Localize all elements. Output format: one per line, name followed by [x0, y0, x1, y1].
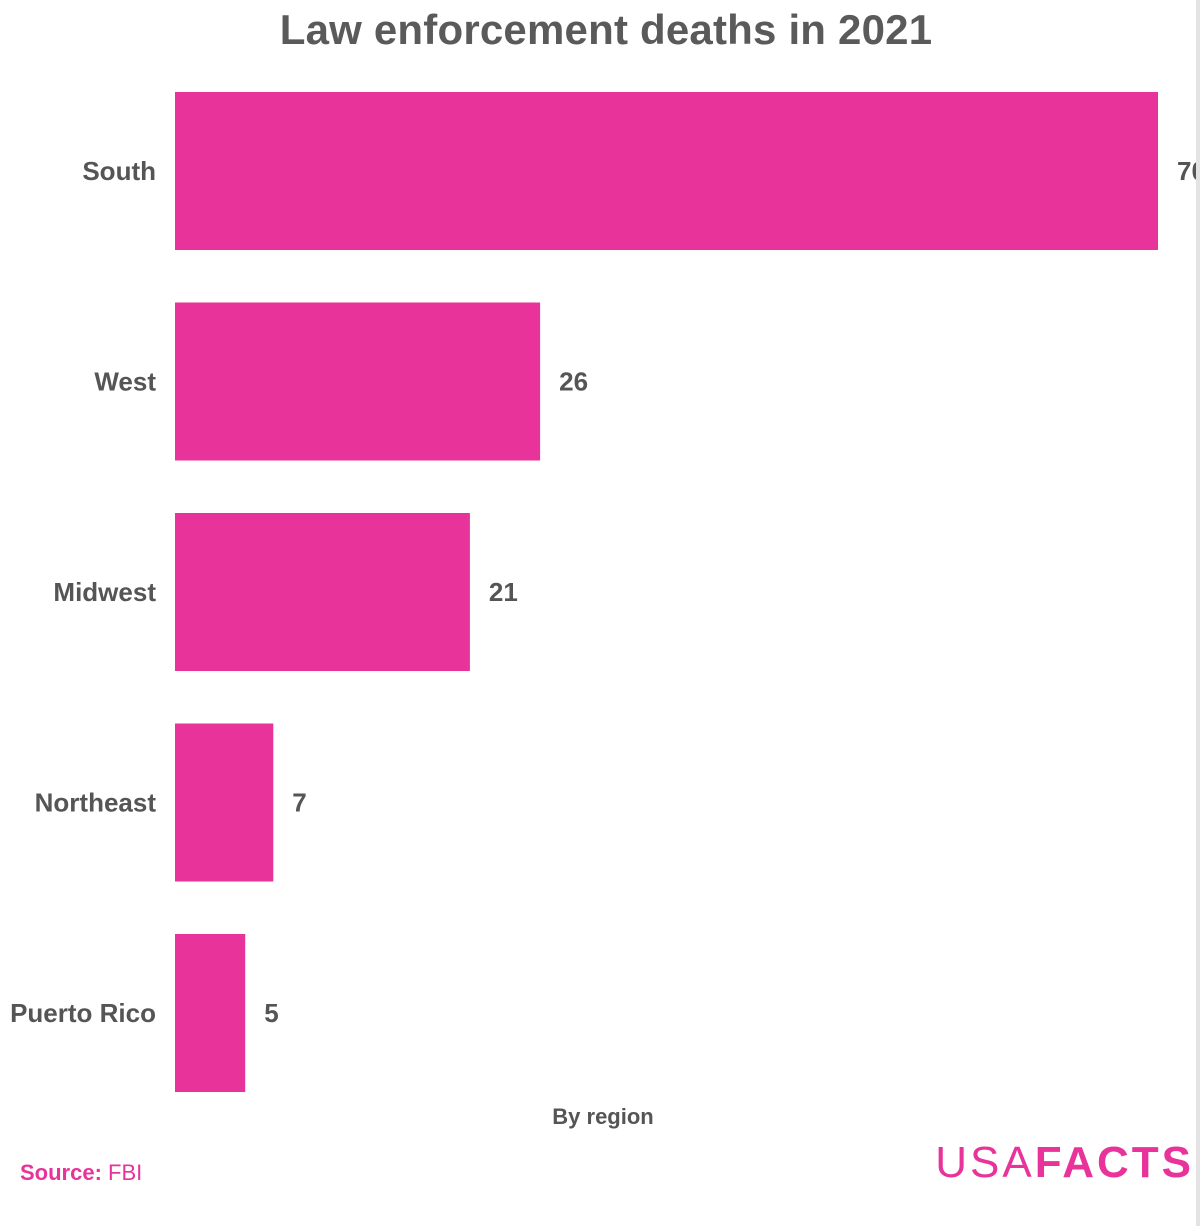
- category-label: Puerto Rico: [10, 998, 156, 1028]
- source-value: FBI: [108, 1160, 143, 1185]
- chart-title: Law enforcement deaths in 2021: [279, 6, 933, 53]
- bar-northeast: [175, 723, 274, 882]
- bar-west: [175, 302, 541, 461]
- value-label: 5: [264, 998, 278, 1028]
- bar-south: [175, 92, 1158, 250]
- window-edge-divider: [1196, 0, 1200, 1226]
- usafacts-logo: USAFACTS: [935, 1138, 1194, 1188]
- category-label: South: [82, 156, 156, 186]
- logo-text-facts: FACTS: [1034, 1138, 1194, 1187]
- bar-midwest: [175, 513, 470, 671]
- value-label: 21: [489, 577, 518, 607]
- source-note: Source: FBI: [20, 1160, 142, 1186]
- logo-text-usa: USA: [935, 1138, 1035, 1187]
- category-label: Midwest: [53, 577, 156, 607]
- category-label: West: [94, 367, 156, 397]
- source-label: Source:: [20, 1160, 102, 1185]
- category-label: Northeast: [35, 788, 157, 818]
- value-label: 26: [559, 367, 588, 397]
- value-label: 7: [292, 788, 306, 818]
- value-label: 70: [1177, 156, 1200, 186]
- bar-puerto-rico: [175, 934, 246, 1092]
- x-axis-label: By region: [552, 1104, 654, 1129]
